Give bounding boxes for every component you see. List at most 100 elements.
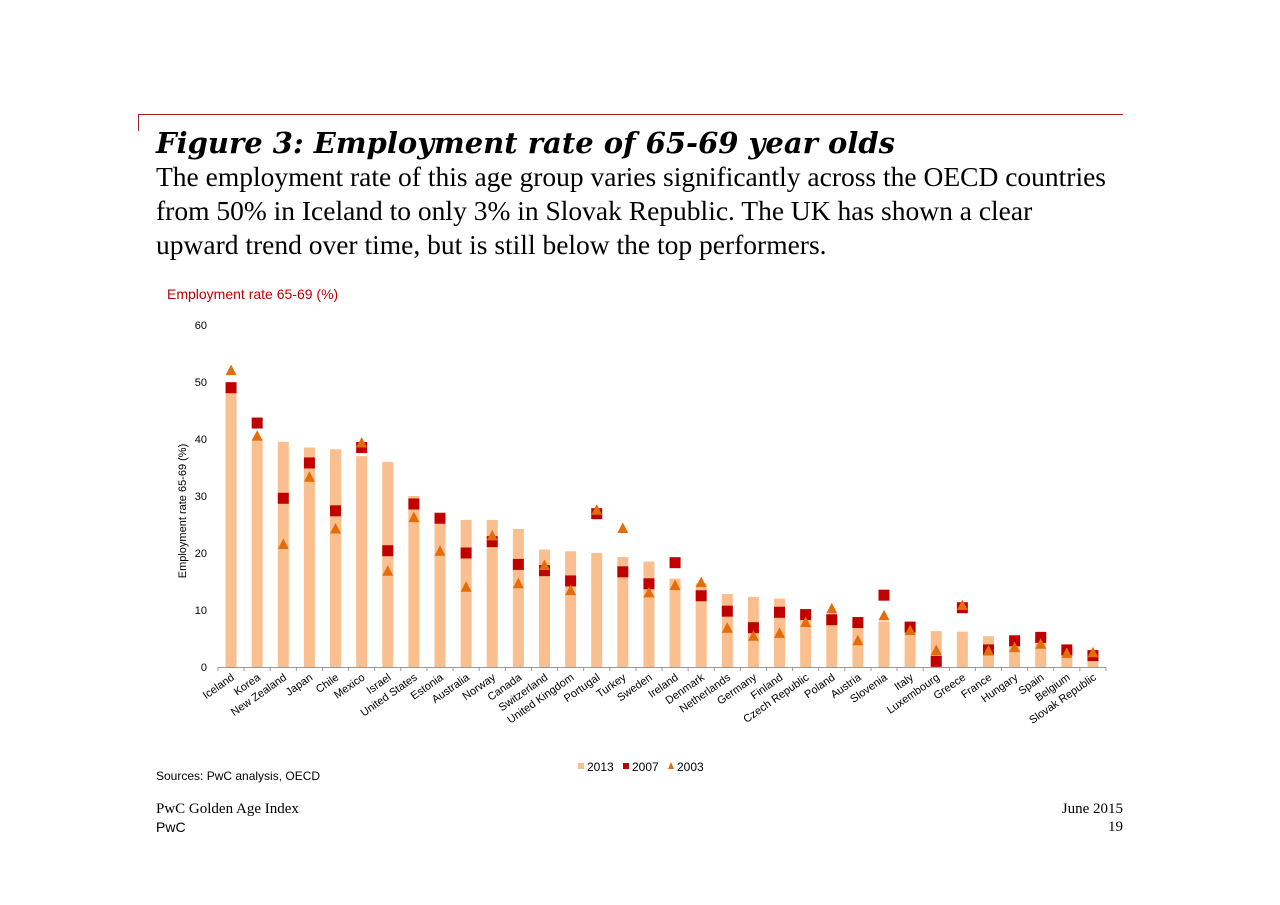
marker-2007 (486, 536, 498, 548)
x-tick-label: Iceland (201, 672, 237, 702)
marker-2007 (930, 655, 942, 667)
marker-2003 (878, 609, 890, 621)
marker-2003 (330, 523, 342, 534)
legend-swatch-2003 (668, 762, 674, 769)
marker-2003 (1087, 646, 1099, 658)
bar-2013 (356, 456, 368, 667)
marker-2003 (852, 634, 864, 646)
page-number: 19 (1108, 819, 1123, 835)
marker-2003 (695, 576, 707, 588)
marker-2007 (434, 512, 446, 524)
bar-2013 (669, 578, 681, 667)
marker-2007 (617, 566, 629, 578)
legend-label-2007: 2007 (632, 760, 659, 774)
marker-2007 (800, 609, 812, 621)
marker-2007 (695, 590, 707, 602)
y-axis-label: Employment rate 65-69 (%) (177, 444, 189, 579)
marker-2003 (669, 579, 681, 590)
bar-2013 (1061, 649, 1073, 667)
x-tick-label: Japan (284, 672, 315, 699)
marker-2007 (303, 457, 315, 469)
bar-2013 (643, 561, 655, 667)
marker-2003 (721, 622, 733, 633)
marker-2003 (408, 511, 420, 523)
marker-2003 (565, 584, 577, 596)
bar-2013 (382, 461, 394, 667)
marker-2007 (565, 575, 577, 587)
marker-2007 (512, 558, 524, 570)
marker-2003 (1009, 641, 1021, 653)
bar-2013 (303, 447, 315, 667)
y-tick-label: 50 (195, 377, 207, 389)
marker-2007 (852, 617, 864, 629)
marker-2007 (277, 492, 289, 504)
y-tick-label: 40 (195, 434, 207, 446)
y-tick-label: 0 (201, 662, 207, 674)
marker-2003 (538, 559, 550, 571)
marker-2007 (330, 505, 342, 517)
bar-2013 (617, 556, 629, 667)
bar-2013 (277, 441, 289, 667)
bar-2013 (434, 518, 446, 667)
marker-2007 (408, 498, 420, 510)
marker-2003 (904, 624, 916, 636)
marker-2003 (591, 504, 603, 515)
publication-date: June 2015 (1061, 801, 1123, 817)
bar-2013 (956, 631, 968, 667)
marker-2003 (460, 581, 472, 592)
marker-2003 (982, 645, 994, 656)
bar-2013 (225, 387, 237, 667)
bar-2013 (1009, 638, 1021, 667)
marker-2003 (774, 627, 786, 638)
marker-2007 (747, 622, 759, 634)
marker-2007 (721, 605, 733, 617)
bar-2013 (591, 553, 603, 667)
marker-2003 (747, 630, 759, 641)
legend-swatch-2007 (623, 763, 629, 769)
bar-2013 (695, 583, 707, 667)
chart-title: Employment rate 65-69 (%) (167, 286, 338, 302)
bar-2013 (251, 439, 263, 667)
legend-swatch-2013 (578, 763, 584, 769)
footer-right: June 2015 19 (1062, 800, 1123, 836)
marker-2003 (356, 436, 368, 448)
marker-2007 (643, 578, 655, 590)
marker-2003 (617, 522, 629, 533)
marker-2003 (225, 364, 237, 376)
marker-2003 (277, 538, 289, 549)
sources-note: Sources: PwC analysis, OECD (156, 769, 321, 783)
bar-2013 (800, 612, 812, 667)
publication-name: PwC Golden Age Index (156, 801, 299, 817)
y-tick-label: 30 (195, 491, 207, 503)
bar-2013 (538, 549, 550, 667)
marker-2003 (956, 599, 968, 610)
figure-title: Figure 3: Employment rate of 65-69 year … (156, 126, 895, 160)
y-tick-label: 20 (195, 548, 207, 560)
marker-2003 (434, 545, 446, 556)
marker-2003 (303, 471, 315, 482)
marker-2003 (486, 529, 498, 541)
legend-label-2013: 2013 (587, 760, 614, 774)
marker-2007 (225, 382, 237, 394)
marker-2007 (251, 417, 263, 429)
bar-2013 (1035, 638, 1047, 667)
marker-2003 (1035, 638, 1047, 649)
marker-2007 (878, 589, 890, 601)
header-rule (138, 114, 1123, 115)
marker-2003 (800, 616, 812, 628)
bar-2013 (904, 623, 916, 667)
bar-2013 (565, 551, 577, 667)
bar-2013 (512, 529, 524, 667)
bar-2013 (486, 519, 498, 667)
marker-2007 (1009, 635, 1021, 647)
marker-2003 (643, 586, 655, 598)
bar-2013 (878, 621, 890, 667)
bar-2013 (408, 496, 420, 667)
marker-2007 (669, 557, 681, 569)
marker-2007 (382, 545, 394, 557)
organization-name: PwC (156, 819, 186, 835)
marker-2007 (356, 442, 368, 454)
marker-2007 (538, 565, 550, 577)
figure-description: The employment rate of this age group va… (156, 161, 1107, 260)
